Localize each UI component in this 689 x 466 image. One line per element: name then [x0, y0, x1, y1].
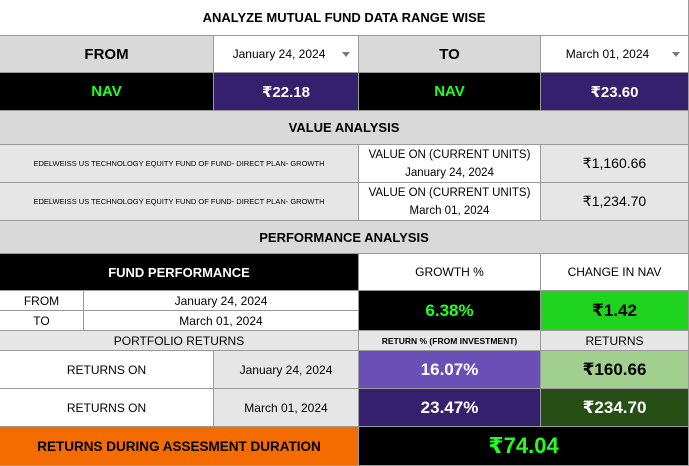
value-on-cell: VALUE ON (CURRENT UNITS) January 24, 202… [359, 145, 541, 183]
nav-from-label: NAV [0, 73, 214, 111]
assessment-value: ₹74.04 [359, 427, 689, 466]
change-in-nav-header: CHANGE IN NAV [541, 254, 689, 291]
chevron-down-icon [672, 52, 680, 57]
nav-to-value: ₹23.60 [541, 73, 689, 111]
value-amount: ₹1,160.66 [541, 145, 689, 183]
growth-value: 6.38% [359, 291, 541, 331]
nav-to-label: NAV [359, 73, 541, 111]
value-on-label: VALUE ON (CURRENT UNITS) [368, 186, 531, 199]
return-pct-value: 23.47% [359, 389, 541, 427]
return-pct-value: 16.07% [359, 351, 541, 389]
performance-analysis-header: PERFORMANCE ANALYSIS [0, 221, 689, 254]
portfolio-returns-header: PORTFOLIO RETURNS [0, 331, 359, 351]
fund-name: EDELWEISS US TECHNOLOGY EQUITY FUND OF F… [0, 183, 359, 221]
to-date-value: March 01, 2024 [565, 47, 650, 61]
growth-header: GROWTH % [359, 254, 541, 291]
value-on-date: March 01, 2024 [409, 204, 490, 217]
value-analysis-header: VALUE ANALYSIS [0, 111, 689, 145]
to-label: TO [359, 36, 541, 73]
change-in-nav-value: ₹1.42 [541, 291, 689, 331]
returns-header: RETURNS [541, 331, 689, 351]
from-date-dropdown[interactable]: January 24, 2024 [214, 36, 359, 73]
value-on-label: VALUE ON (CURRENT UNITS) [368, 148, 531, 161]
perf-to-label: TO [0, 311, 84, 331]
returns-amount: ₹234.70 [541, 389, 689, 427]
fund-name: EDELWEISS US TECHNOLOGY EQUITY FUND OF F… [0, 145, 359, 183]
nav-from-value: ₹22.18 [214, 73, 359, 111]
fund-performance-label: FUND PERFORMANCE [0, 254, 359, 291]
perf-from-date: January 24, 2024 [84, 291, 359, 311]
perf-from-label: FROM [0, 291, 84, 311]
page-title: ANALYZE MUTUAL FUND DATA RANGE WISE [0, 0, 689, 36]
assessment-label: RETURNS DURING ASSESMENT DURATION [0, 427, 359, 466]
to-date-dropdown[interactable]: March 01, 2024 [541, 36, 689, 73]
perf-to-date: March 01, 2024 [84, 311, 359, 331]
value-amount: ₹1,234.70 [541, 183, 689, 221]
from-date-value: January 24, 2024 [232, 47, 326, 61]
value-on-date: January 24, 2024 [405, 166, 494, 179]
returns-on-date: March 01, 2024 [214, 389, 359, 427]
returns-on-date: January 24, 2024 [214, 351, 359, 389]
returns-on-label: RETURNS ON [0, 351, 214, 389]
chevron-down-icon [342, 52, 350, 57]
value-on-cell: VALUE ON (CURRENT UNITS) March 01, 2024 [359, 183, 541, 221]
return-pct-header: RETURN % (FROM INVESTMENT) [359, 331, 541, 351]
returns-amount: ₹160.66 [541, 351, 689, 389]
from-label: FROM [0, 36, 214, 73]
returns-on-label: RETURNS ON [0, 389, 214, 427]
